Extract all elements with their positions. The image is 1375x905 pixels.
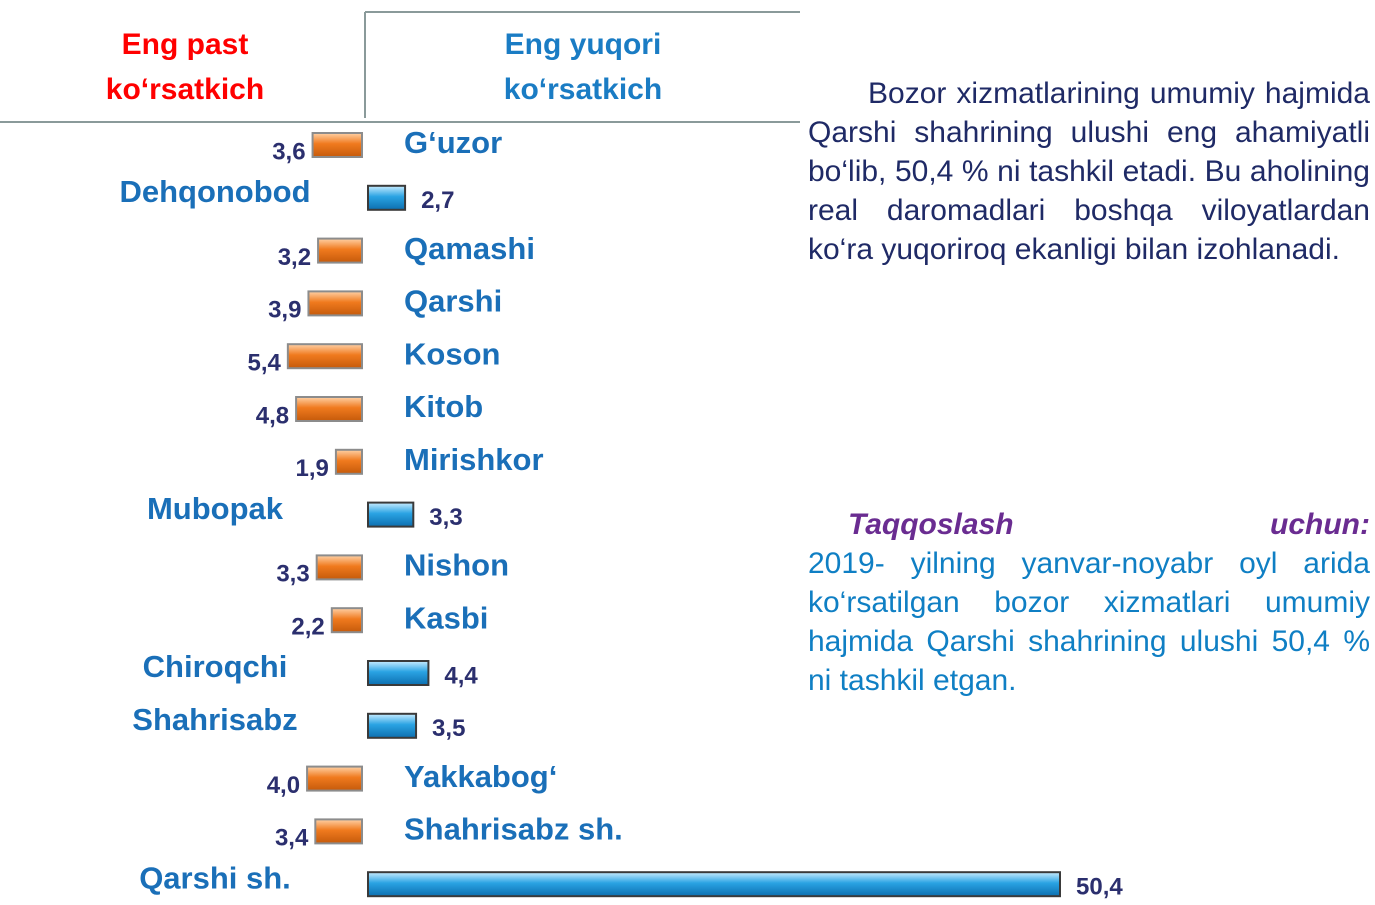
paragraph: Bozor xizmatlarining umumiy hajmida Qars… [808,77,1370,266]
comparison-text: 2019- yilning yanvar-noyabr oyl arida ko… [808,547,1370,697]
value-label: 2,2 [291,614,324,641]
bar [367,712,418,739]
bar [307,290,364,317]
bar [367,501,415,528]
value-label: 3,4 [275,825,309,852]
bar [306,765,364,792]
value-label: 4,4 [444,662,478,689]
comparison-label: Taqqoslash uchun: [848,508,1370,541]
category-label: Yakkabog‘ [404,759,557,794]
category-label: Mirishkor [404,442,544,477]
category-label: Shahrisabz [132,702,297,737]
category-label: Qarshi [404,284,502,319]
category-label: Qamashi [404,231,535,266]
value-label: 1,9 [296,455,329,482]
category-label: Nishon [404,548,509,583]
comparison: Taqqoslash uchun: 2019- yilning yanvar-no… [808,505,1370,700]
category-label: Kasbi [404,600,488,635]
bar [367,184,407,211]
value-label: 4,0 [267,772,300,799]
bar [334,448,363,475]
bar [311,132,364,158]
bar [286,343,364,370]
value-label: 3,6 [272,138,305,165]
category-label: Koson [404,336,500,371]
bar [315,554,364,581]
legend-header: Eng yuqori ko‘rsatkich [504,28,662,106]
value-label: 4,8 [256,402,289,429]
value-label: 3,2 [278,244,311,271]
value-label: 3,5 [432,715,465,742]
category-label: Mubopak [147,491,284,526]
bar [330,607,363,634]
bar [367,660,430,686]
value-label: 50,4 [1076,874,1123,901]
category-label: Qarshi sh. [139,860,291,895]
value-label: 3,3 [429,504,462,531]
value-label: 3,9 [268,297,301,324]
category-label: G‘uzor [404,125,502,160]
bar [295,396,364,422]
category-label: Chiroqchi [143,649,288,684]
value-label: 2,7 [421,187,454,214]
category-label: Shahrisabz sh. [404,812,623,847]
category-label: Kitob [404,389,483,424]
value-label: 3,3 [276,561,309,588]
category-label: Dehqonobod [119,174,310,209]
bar [317,237,364,264]
bar [314,818,364,845]
bar [367,871,1061,898]
legend-header: Eng past ko‘rsatkich [106,28,264,106]
value-label: 5,4 [247,350,281,377]
